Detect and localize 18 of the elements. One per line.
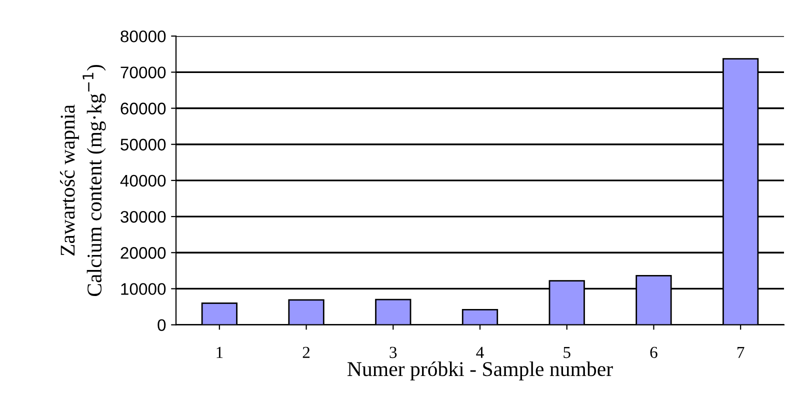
x-tick-label: 3 [390,346,397,358]
x-axis-title: Numer próbki - Sample number [348,361,613,380]
x-tick-label: 7 [738,346,744,358]
x-tick-label: 5 [564,346,570,358]
y-axis-title: Zawartość wapnia Calcium content (mg·kg$^{−1}$) [60,64,106,296]
x-tick-label: 1 [216,346,223,358]
x-tick-label: 4 [476,346,484,358]
y-tick-label: 30000 [120,210,166,223]
y-tick-label: 40000 [120,174,166,187]
x-tick-label: 2 [302,346,310,358]
y-tick-label: 0 [158,319,166,332]
y-tick-label: 80000 [120,30,166,42]
y-tick-label: 70000 [120,66,166,78]
x-tick-label: 6 [650,346,658,358]
y-tick-label: 20000 [120,247,166,259]
y-tick-label: 60000 [120,102,166,114]
y-tick-label: 50000 [120,138,166,151]
y-tick-label: 10000 [121,283,166,295]
